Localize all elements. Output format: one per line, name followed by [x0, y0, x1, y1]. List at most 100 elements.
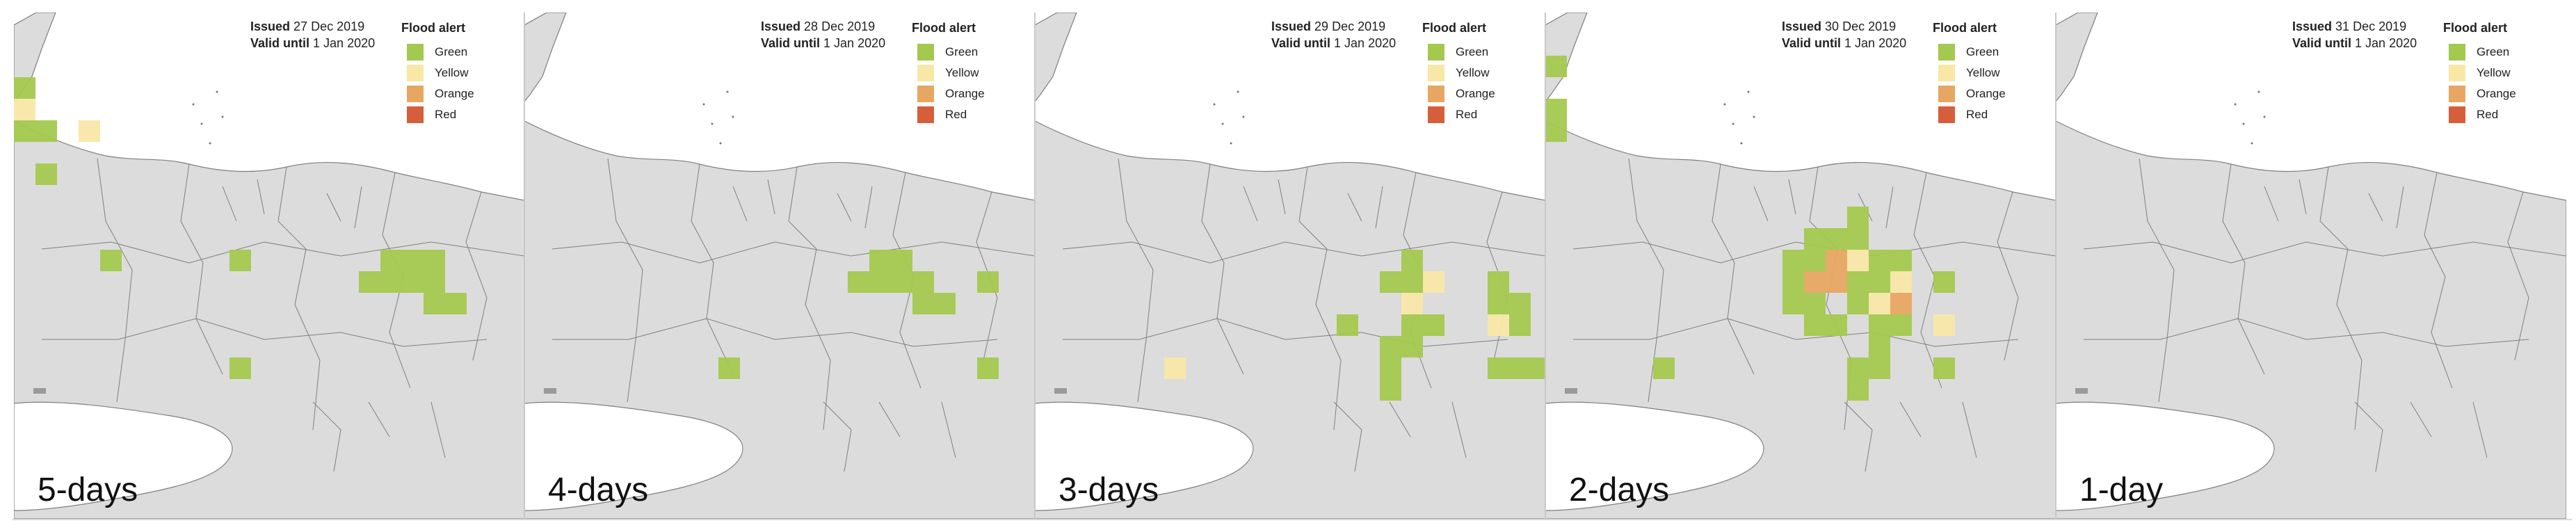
alert-cell-green	[1423, 314, 1444, 336]
alert-cell-green	[1545, 120, 1567, 142]
map-canvas	[14, 13, 524, 519]
alert-cell-yellow	[1869, 293, 1890, 314]
panel-divider	[1034, 13, 1036, 519]
alert-cell-green	[1847, 358, 1869, 379]
alert-cell-green	[1869, 314, 1890, 336]
alert-cell-green	[1847, 379, 1869, 401]
small-island	[1230, 142, 1232, 145]
small-island	[1242, 115, 1245, 118]
small-island	[33, 388, 46, 394]
map-panel-1-day: Issued 31 Dec 2019 Valid until 1 Jan 202…	[2056, 13, 2566, 519]
admin-border	[97, 158, 133, 403]
alert-cell-green	[14, 120, 35, 142]
admin-border	[1753, 179, 1894, 229]
alert-cell-green	[359, 271, 380, 293]
small-island	[1221, 122, 1224, 125]
map-panel-5-days: Issued 27 Dec 2019 Valid until 1 Jan 202…	[14, 13, 524, 519]
alert-cell-green	[1380, 336, 1401, 358]
alert-cell-green	[1782, 271, 1804, 293]
map-panel-3-days: Issued 29 Dec 2019 Valid until 1 Jan 202…	[1035, 13, 1545, 519]
admin-border	[2354, 401, 2488, 472]
small-island	[726, 90, 729, 93]
alert-cell-green	[1509, 358, 1531, 379]
small-island	[2242, 122, 2245, 125]
small-island	[192, 103, 195, 106]
small-island	[1747, 90, 1750, 93]
lead-time-label: 2-days	[1569, 472, 1670, 508]
alert-cell-green	[977, 271, 999, 293]
map-canvas	[1035, 13, 1545, 519]
alert-cell-green	[1401, 336, 1423, 358]
alert-cell-green	[1401, 271, 1423, 293]
small-island	[702, 103, 705, 106]
small-island	[1054, 388, 1067, 394]
alert-cell-green	[402, 271, 424, 293]
alert-cell-green	[1847, 207, 1869, 228]
small-island	[1740, 142, 1743, 145]
small-island	[221, 115, 224, 118]
alert-cell-green	[1933, 271, 1955, 293]
panel-divider	[524, 13, 525, 519]
alert-cell-green	[1847, 228, 1869, 250]
admin-border	[732, 179, 873, 229]
alert-cell-green	[14, 77, 35, 99]
admin-border	[1062, 241, 1545, 264]
southern-bay	[14, 401, 233, 511]
small-island	[1753, 115, 1755, 118]
alert-cell-green	[1488, 358, 1509, 379]
alert-cell-green	[1401, 250, 1423, 271]
alert-cell-green	[1869, 336, 1890, 358]
lead-time-label: 1-day	[2079, 472, 2164, 508]
southern-bay	[1035, 401, 1254, 511]
admin-border	[42, 318, 488, 347]
admin-border	[1063, 318, 1508, 347]
alert-cell-green	[718, 358, 740, 379]
small-island	[1237, 90, 1239, 93]
map-canvas	[1545, 13, 2056, 519]
alert-cell-green	[891, 271, 912, 293]
alert-cell-green	[1488, 271, 1509, 293]
alert-cell-green	[445, 293, 467, 314]
admin-border	[2084, 318, 2529, 347]
small-island	[209, 142, 211, 145]
small-island	[2257, 90, 2260, 93]
admin-border	[823, 401, 956, 472]
admin-border	[180, 163, 223, 375]
alert-cell-orange	[1826, 271, 1847, 293]
southern-bay	[2056, 401, 2275, 511]
admin-border	[976, 191, 998, 361]
admin-border	[691, 163, 734, 375]
alert-cell-green	[1804, 228, 1826, 250]
alert-cell-green	[1488, 293, 1509, 314]
map-canvas	[2056, 13, 2566, 519]
admin-border	[552, 318, 998, 347]
admin-border	[2222, 163, 2265, 375]
admin-border	[1243, 179, 1383, 229]
small-island	[544, 388, 556, 394]
northern-island	[524, 13, 567, 102]
admin-border	[2139, 158, 2175, 403]
small-island	[1213, 103, 1216, 106]
alert-cell-green	[1890, 250, 1912, 271]
alert-cell-green	[1380, 271, 1401, 293]
alert-cell-green	[1869, 250, 1890, 271]
admin-border	[222, 179, 362, 229]
alert-cell-green	[1337, 314, 1358, 336]
alert-cell-orange	[1826, 250, 1847, 271]
alert-cell-green	[912, 293, 934, 314]
southern-bay	[524, 401, 743, 511]
small-island	[2234, 103, 2237, 106]
small-island	[1732, 122, 1734, 125]
admin-border	[1573, 318, 2019, 347]
admin-border	[2083, 241, 2566, 264]
map-panel-2-days: Issued 30 Dec 2019 Valid until 1 Jan 202…	[1545, 13, 2056, 519]
bottom-rule	[13, 519, 2572, 520]
alert-cell-green	[1826, 228, 1847, 250]
alert-cell-green	[891, 250, 912, 271]
alert-cell-green	[869, 250, 891, 271]
alert-cell-orange	[1890, 293, 1912, 314]
alert-cell-green	[1933, 358, 1955, 379]
small-island	[2251, 142, 2253, 145]
alert-cell-green	[230, 358, 251, 379]
small-island	[711, 122, 714, 125]
